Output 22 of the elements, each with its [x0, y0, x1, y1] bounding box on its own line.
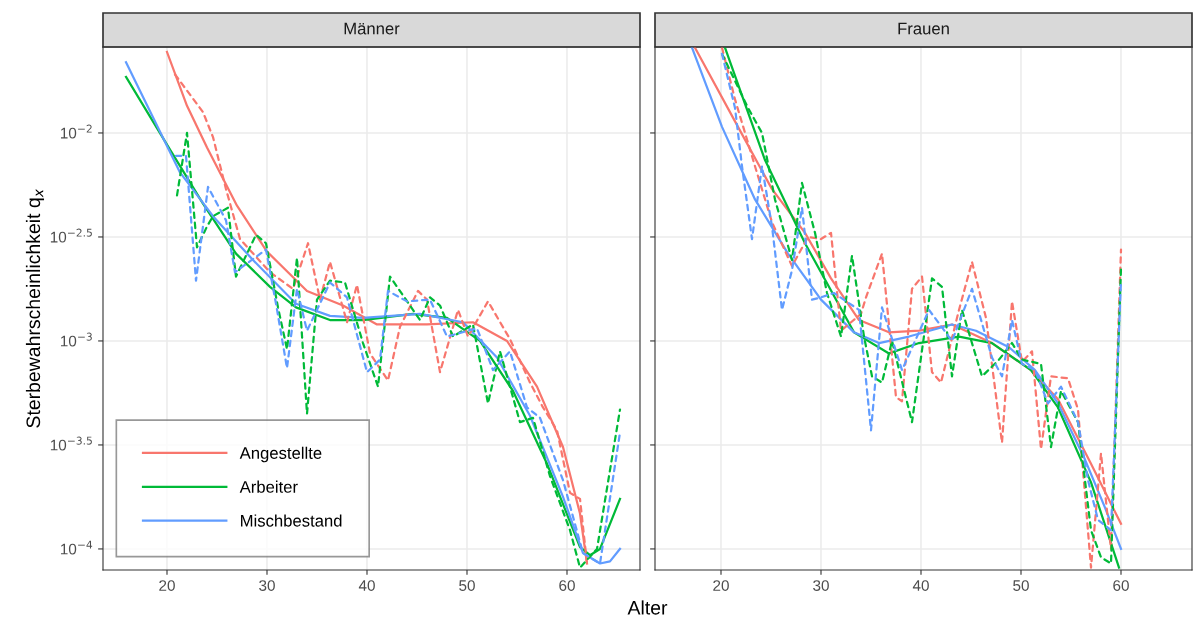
- y-axis-title: Sterbewahrscheinlichkeit q$_{x}$: [25, 188, 45, 428]
- y-tick-label: 10$^{−3.5}$: [50, 436, 92, 451]
- y-tick-label: 10$^{−2}$: [60, 124, 92, 139]
- chart-title: Frauen: [898, 22, 949, 35]
- y-tick-label: 10$^{−2.5}$: [50, 228, 92, 243]
- y-tick-label: 10$^{−4}$: [60, 540, 93, 555]
- x-tick-label: 30: [259, 580, 275, 591]
- x-tick-label: 30: [813, 580, 829, 591]
- x-tick-label: 60: [1113, 580, 1129, 591]
- x-axis-title: Alter: [627, 600, 668, 615]
- chart-title: Männer: [344, 22, 400, 35]
- legend-label: Arbeiter: [239, 480, 298, 493]
- x-tick-label: 50: [459, 580, 475, 591]
- x-tick-label: 20: [159, 580, 175, 591]
- legend-label: Angestellte: [239, 446, 322, 463]
- x-tick-label: 50: [1013, 580, 1029, 591]
- x-tick-label: 20: [713, 580, 729, 591]
- x-tick-label: 40: [358, 580, 375, 591]
- x-tick-label: 40: [912, 580, 929, 591]
- x-tick-label: 60: [559, 580, 575, 591]
- legend-label: Mischbestand: [241, 514, 342, 527]
- y-tick-label: 10$^{−3}$: [60, 332, 92, 347]
